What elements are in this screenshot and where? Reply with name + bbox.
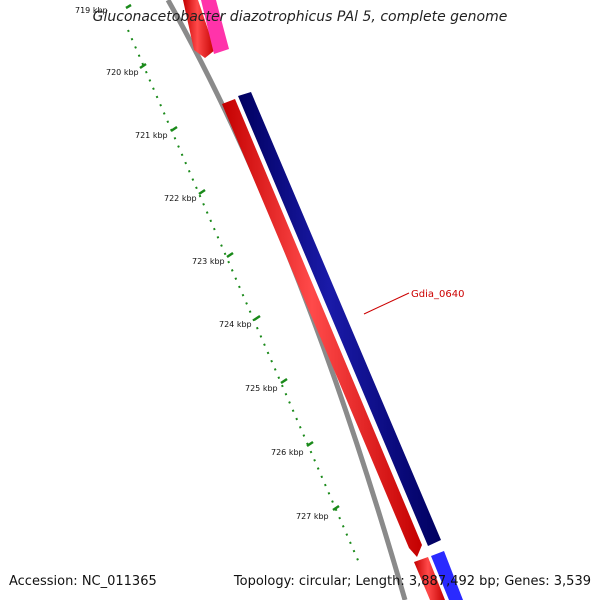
gene-label-leader <box>363 292 410 315</box>
ruler-tick-723 <box>226 251 234 259</box>
tick-label-724: 724 kbp <box>219 320 252 329</box>
map-title: Gluconacetobacter diazotrophicus PAl 5, … <box>92 9 508 25</box>
gene-navy-reverse <box>238 92 441 546</box>
genome-summary: Topology: circular; Length: 3,887,492 bp… <box>234 574 591 589</box>
ruler-tick-726 <box>306 440 314 448</box>
ruler-tick-727 <box>332 504 340 512</box>
gene-bottom-red <box>414 557 445 600</box>
ruler-tick-724 <box>253 314 261 322</box>
gene-bottom-blue <box>431 551 463 600</box>
gene-label-gdia-0640: Gdia_0640 <box>411 289 464 300</box>
accession-text: Accession: NC_011365 <box>9 574 157 589</box>
tick-label-725: 725 kbp <box>245 384 278 393</box>
tick-label-721: 721 kbp <box>135 131 168 140</box>
gene-top-pink <box>201 0 229 54</box>
tick-label-720: 720 kbp <box>106 68 139 77</box>
tick-label-719: 719 kbp <box>75 6 108 15</box>
genes-count-text: Genes: 3,539 <box>504 574 591 589</box>
tick-label-727: 727 kbp <box>296 512 329 521</box>
ruler-tick-719 <box>125 3 132 10</box>
ruler-ticks <box>125 3 340 512</box>
ruler-tick-720 <box>139 62 147 70</box>
tick-label-723: 723 kbp <box>192 257 225 266</box>
ruler-tick-725 <box>280 377 288 385</box>
tick-label-726: 726 kbp <box>271 448 304 457</box>
length-text: Length: 3,887,492 bp; <box>355 574 501 589</box>
topology-text: Topology: circular; <box>233 574 352 589</box>
gene-red-forward <box>222 99 422 557</box>
genome-backbone <box>165 0 408 600</box>
tick-label-722: 722 kbp <box>164 194 197 203</box>
gene-top-red <box>183 0 215 58</box>
ruler-tick-722 <box>198 188 206 196</box>
ruler-tick-721 <box>170 125 178 133</box>
